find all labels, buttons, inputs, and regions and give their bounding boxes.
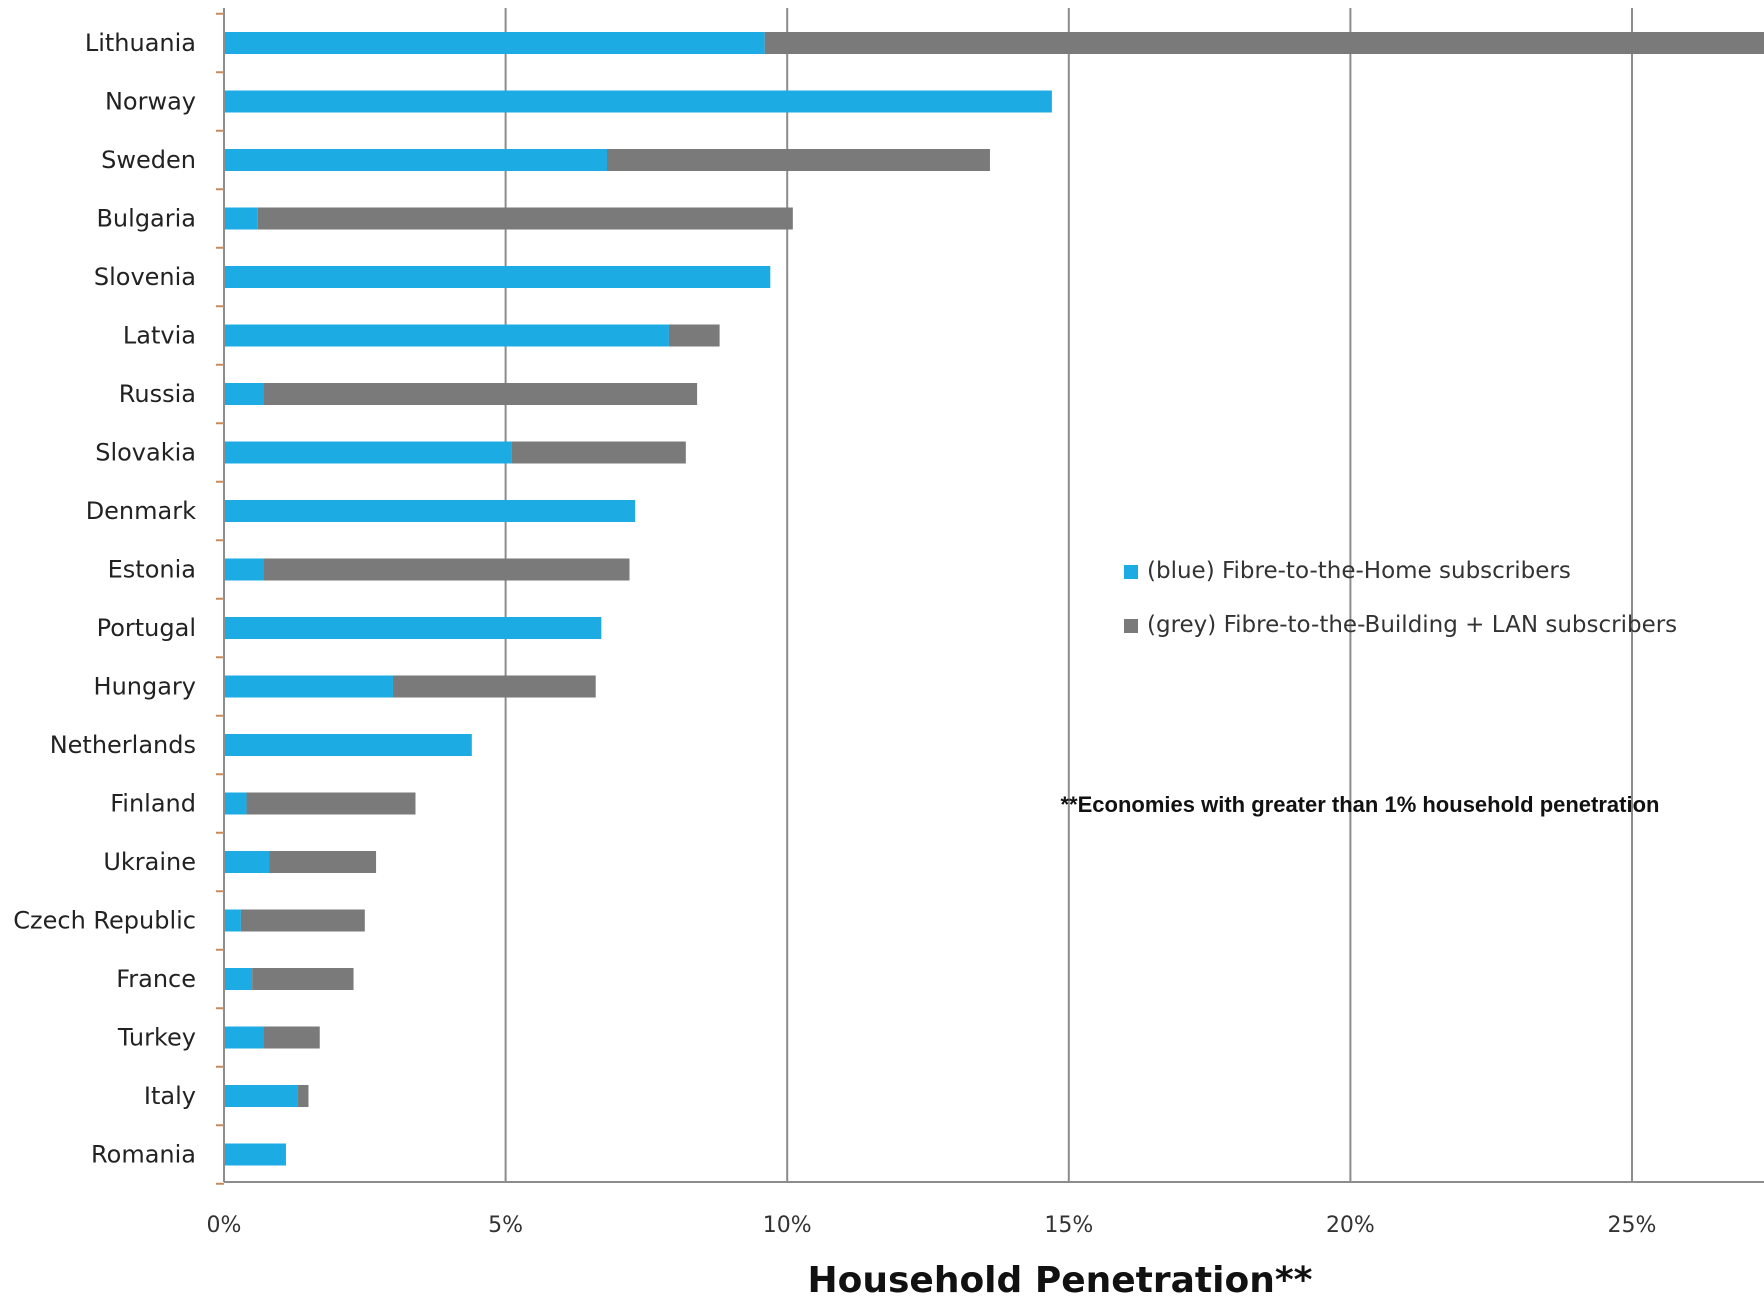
bar-estonia-series-1 bbox=[263, 558, 630, 581]
bar-denmark-series-0 bbox=[224, 500, 636, 522]
category-label: Netherlands bbox=[50, 731, 196, 759]
bar-lithuania-series-1 bbox=[764, 32, 1764, 54]
bar-slovenia-series-0 bbox=[224, 266, 771, 288]
category-label: Bulgaria bbox=[96, 205, 196, 233]
x-tick-label: 25% bbox=[1608, 1213, 1657, 1238]
category-label: Slovenia bbox=[94, 263, 196, 291]
bar-netherlands-series-0 bbox=[224, 734, 472, 756]
bar-slovakia-series-0 bbox=[224, 441, 512, 464]
bar-romania-series-0 bbox=[224, 1143, 286, 1166]
bar-norway-series-0 bbox=[224, 90, 1052, 113]
bar-sweden-series-1 bbox=[606, 149, 990, 171]
x-tick-label: 20% bbox=[1326, 1213, 1375, 1238]
x-axis-label: Household Penetration** bbox=[807, 1260, 1312, 1301]
bar-latvia-series-0 bbox=[224, 324, 669, 347]
category-labels: Lithuania Norway Sweden Bulgaria Slovenia Lat… bbox=[13, 29, 196, 1169]
bar-hungary-series-0 bbox=[224, 675, 393, 698]
bar-portugal-series-0 bbox=[224, 617, 602, 639]
category-label: France bbox=[116, 965, 196, 993]
axes bbox=[216, 8, 1764, 1185]
bar-hungary-series-1 bbox=[392, 675, 596, 698]
x-tick-label: 10% bbox=[763, 1213, 812, 1238]
category-label: Slovakia bbox=[95, 439, 196, 467]
category-label: Norway bbox=[105, 88, 196, 116]
category-label: Estonia bbox=[108, 556, 196, 584]
category-label: Turkey bbox=[117, 1024, 196, 1052]
bar-italy-series-1 bbox=[297, 1085, 309, 1107]
category-label: Italy bbox=[144, 1082, 196, 1110]
bar-ukraine-series-1 bbox=[269, 851, 377, 873]
legend: (blue) Fibre-to-the-Home subscribers (gre… bbox=[1124, 558, 1677, 638]
bar-czech-republic-series-0 bbox=[224, 909, 241, 932]
x-tick-label: 15% bbox=[1044, 1213, 1093, 1238]
bar-latvia-series-1 bbox=[668, 324, 720, 347]
category-label: Finland bbox=[110, 790, 196, 818]
bar-lithuania-series-0 bbox=[224, 32, 765, 54]
bar-turkey-series-0 bbox=[224, 1026, 264, 1049]
legend-label-0: (blue) Fibre-to-the-Home subscribers bbox=[1147, 558, 1571, 584]
bar-finland-series-0 bbox=[224, 792, 247, 815]
gridlines bbox=[504, 8, 1633, 1182]
bar-bulgaria-series-0 bbox=[224, 207, 258, 230]
bar-czech-republic-series-1 bbox=[240, 909, 365, 932]
bar-slovakia-series-1 bbox=[511, 441, 686, 464]
bar-france-series-0 bbox=[224, 968, 253, 990]
bar-bulgaria-series-1 bbox=[257, 207, 793, 230]
category-label: Lithuania bbox=[85, 29, 196, 57]
bar-ukraine-series-0 bbox=[224, 851, 270, 873]
bar-russia-series-0 bbox=[224, 383, 264, 405]
bar-sweden-series-0 bbox=[224, 149, 607, 171]
category-label: Portugal bbox=[97, 614, 196, 642]
category-label: Sweden bbox=[101, 146, 196, 174]
category-label: Hungary bbox=[94, 673, 196, 701]
bars bbox=[224, 32, 1764, 1166]
bar-france-series-1 bbox=[252, 968, 354, 990]
chart-annotation: **Economies with greater than 1% househo… bbox=[1061, 792, 1660, 817]
category-label: Russia bbox=[119, 380, 196, 408]
category-label: Latvia bbox=[123, 322, 196, 350]
category-label: Denmark bbox=[86, 497, 196, 525]
legend-label-1: (grey) Fibre-to-the-Building + LAN subsc… bbox=[1147, 612, 1677, 638]
category-label: Romania bbox=[91, 1141, 196, 1169]
category-label: Ukraine bbox=[103, 848, 196, 876]
bar-russia-series-1 bbox=[263, 383, 698, 405]
bar-finland-series-1 bbox=[246, 792, 416, 815]
legend-swatch-1 bbox=[1124, 619, 1138, 633]
category-label: Czech Republic bbox=[13, 907, 196, 935]
x-tick-labels: 0% 5% 10% 15% 20% 25% bbox=[207, 1213, 1657, 1238]
bar-italy-series-0 bbox=[224, 1085, 298, 1107]
x-tick-label: 0% bbox=[207, 1213, 242, 1238]
bar-turkey-series-1 bbox=[263, 1026, 320, 1049]
legend-swatch-0 bbox=[1124, 565, 1138, 579]
bar-estonia-series-0 bbox=[224, 558, 264, 581]
x-tick-label: 5% bbox=[488, 1213, 523, 1238]
